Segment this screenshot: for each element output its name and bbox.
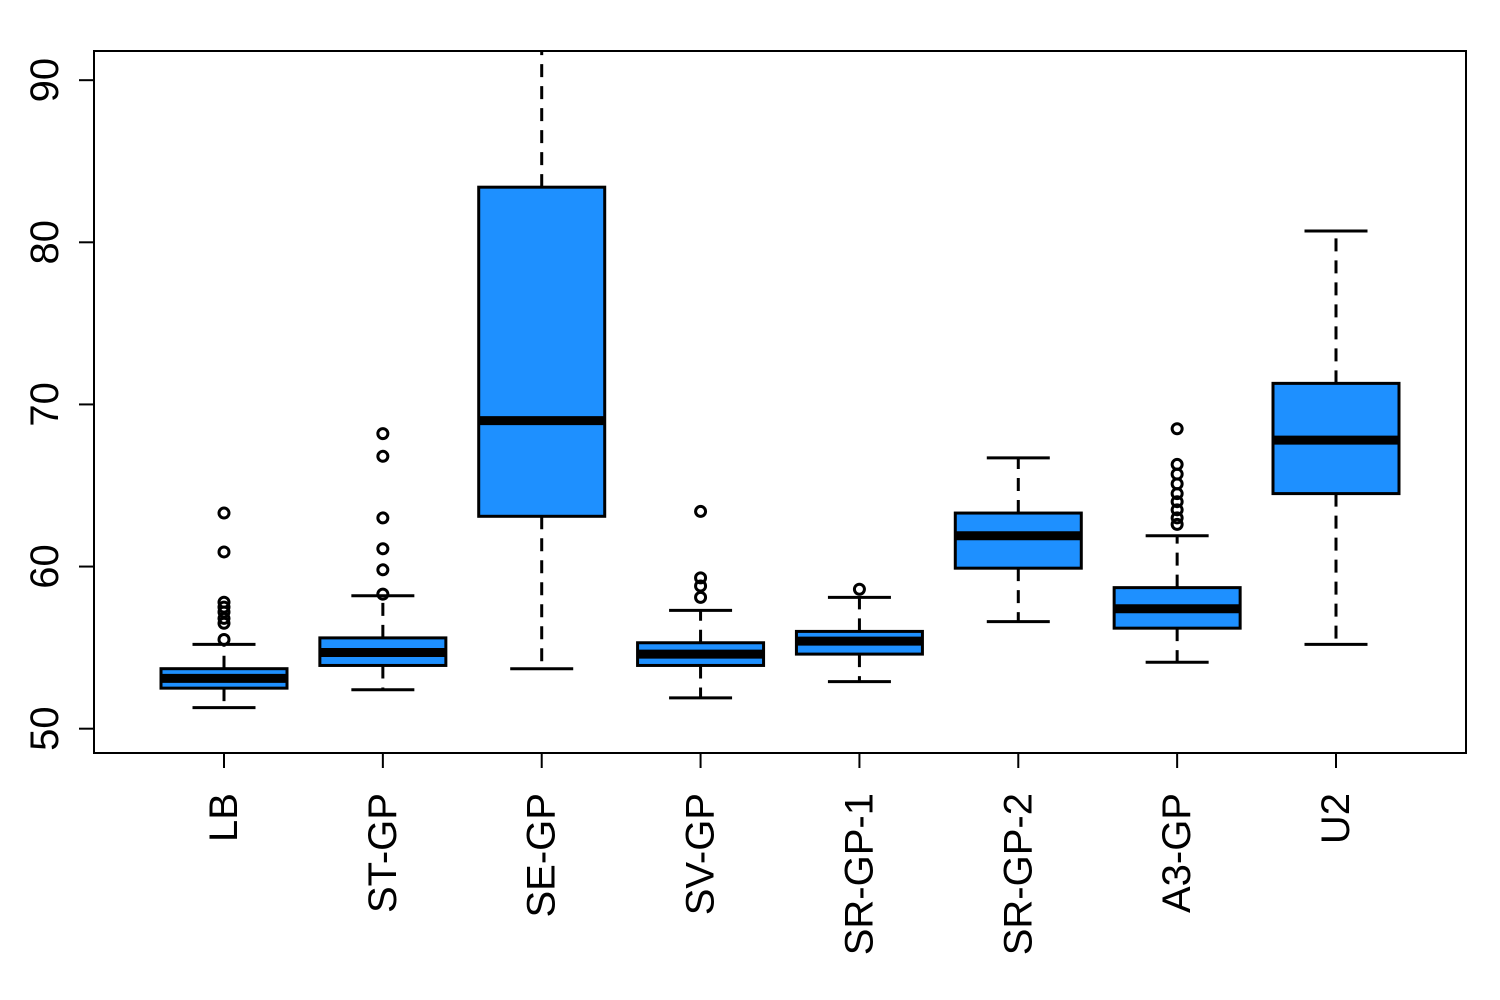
y-tick-label: 50 [23,706,67,751]
x-axis: LB ST-GP SE-GP SV-GP SR-GP-1 SR-GP-2 A3-GP U2 [202,753,1358,955]
outlier-point [217,600,231,614]
y-tick-label: 90 [23,58,67,103]
box-group-st-gp [318,427,448,692]
outlier-point [376,511,390,525]
box-group-se-gp [477,51,607,671]
outlier-point [852,582,866,596]
y-tick-label: 60 [23,544,67,589]
x-tick-label: A3-GP [1155,793,1199,913]
box-group-sv-gp [636,504,766,700]
outlier-point [1170,495,1184,509]
y-axis: 50 60 70 80 90 [23,58,94,751]
outlier-point [694,579,708,593]
outlier-point [1170,511,1184,525]
outlier-point [217,506,231,520]
outlier-point [694,504,708,518]
outlier-point [1170,517,1184,531]
outlier-point [376,427,390,441]
outlier-point [1170,457,1184,471]
outlier-point [694,590,708,604]
box-group-u2 [1271,229,1401,646]
x-tick-label: SR-GP-1 [837,793,881,955]
outlier-point [1170,503,1184,517]
x-tick-label: ST-GP [361,793,405,913]
y-tick-label: 70 [23,382,67,427]
x-tick-label: U2 [1314,793,1358,844]
outlier-point [694,571,708,585]
x-tick-label: SV-GP [679,793,723,915]
box-group-a3-gp [1112,422,1242,664]
plot-area [159,51,1401,710]
outlier-point [376,563,390,577]
outlier-point [217,545,231,559]
x-tick-label: SE-GP [520,793,564,917]
plot-frame [93,50,1467,754]
x-tick-label: SR-GP-2 [996,793,1040,955]
outlier-point [1170,422,1184,436]
x-tick-label: LB [202,793,246,842]
outlier-point [376,587,390,601]
box-group-sr-gp-1 [794,582,924,684]
outlier-point [217,633,231,647]
box-iqr [953,511,1083,570]
box-group-lb [159,506,289,710]
box-group-sr-gp-2 [953,456,1083,624]
y-tick-label: 80 [23,220,67,265]
outlier-point [376,542,390,556]
outlier-point [217,595,231,609]
outlier-point [376,449,390,463]
box-iqr [477,185,607,518]
